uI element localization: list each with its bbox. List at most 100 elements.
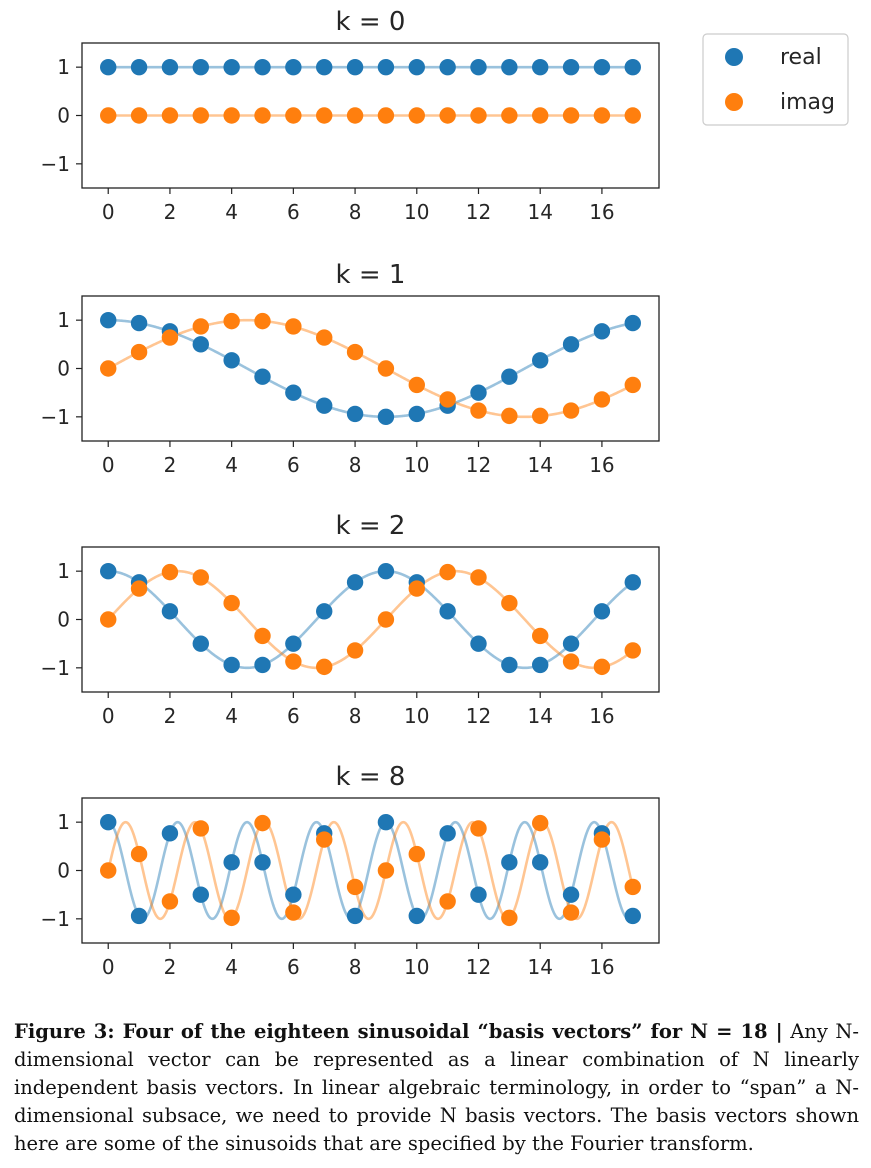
x-tick-label: 6 (287, 955, 300, 979)
point-real (470, 886, 487, 903)
point-real (562, 336, 580, 353)
axes-frame (81, 797, 660, 944)
x-tick-label: 4 (225, 955, 238, 979)
point-imag (562, 402, 580, 419)
x-tick-label: 8 (349, 200, 362, 224)
legend-marker-imag (725, 93, 743, 111)
y-tick-label: −1 (41, 656, 70, 680)
point-real (501, 58, 518, 76)
point-imag (501, 594, 518, 612)
y-tick-label: 1 (57, 308, 70, 332)
point-imag (316, 329, 333, 346)
point-real (130, 58, 148, 76)
x-tick-label: 0 (102, 955, 115, 979)
point-real (408, 58, 425, 76)
x-tick-label: 0 (102, 453, 115, 477)
x-tick-label: 16 (589, 200, 614, 224)
x-tick-label: 12 (466, 453, 491, 477)
x-tick-label: 0 (102, 200, 115, 224)
series-line-real (108, 318, 634, 419)
point-imag (316, 658, 333, 676)
point-imag (593, 658, 611, 676)
point-imag (223, 312, 240, 330)
point-imag (346, 878, 364, 896)
point-imag (192, 107, 209, 124)
figure-caption: Figure 3: Four of the eighteen sinusoida… (14, 1018, 859, 1158)
legend-label-imag: imag (780, 90, 835, 115)
x-tick-label: 14 (527, 704, 552, 728)
point-real (470, 58, 487, 76)
legend-marker-real (725, 48, 743, 66)
point-real (161, 58, 179, 76)
point-real (377, 408, 395, 426)
point-imag (408, 845, 425, 863)
point-real (624, 58, 641, 76)
point-real (192, 58, 209, 76)
point-real (285, 635, 302, 652)
point-real (254, 58, 271, 76)
panel-title: k = 8 (336, 762, 406, 792)
point-real (161, 825, 179, 842)
point-imag (470, 107, 487, 124)
point-imag (285, 653, 302, 670)
x-tick-label: 12 (466, 955, 491, 979)
point-real (439, 825, 456, 842)
point-real (346, 58, 364, 76)
point-imag (532, 814, 549, 832)
x-tick-label: 2 (164, 200, 177, 224)
point-imag (254, 312, 271, 330)
point-imag (161, 893, 179, 910)
x-tick-label: 6 (287, 453, 300, 477)
y-tick-label: 0 (57, 104, 70, 128)
point-imag (593, 391, 611, 408)
point-imag (192, 318, 209, 335)
point-real (439, 603, 456, 620)
point-real (192, 635, 209, 652)
series-line-real (108, 569, 634, 670)
x-tick-label: 10 (404, 200, 429, 224)
point-real (501, 368, 518, 385)
point-imag (501, 107, 518, 124)
point-real (501, 656, 518, 674)
point-real (470, 635, 487, 652)
point-imag (316, 107, 333, 124)
y-tick-label: 1 (57, 559, 70, 583)
point-imag (439, 391, 456, 408)
point-imag (346, 107, 364, 124)
point-imag (532, 627, 549, 645)
point-imag (532, 107, 549, 124)
point-real (624, 907, 641, 925)
point-imag (100, 611, 117, 628)
point-real (192, 886, 209, 903)
point-imag (408, 107, 425, 124)
point-imag (470, 820, 487, 837)
point-real (100, 311, 117, 329)
point-real (593, 323, 611, 340)
panel-title: k = 1 (336, 260, 406, 290)
point-imag (377, 107, 395, 124)
point-real (192, 336, 209, 353)
point-imag (439, 563, 456, 581)
series-line-real (108, 820, 634, 921)
x-tick-label: 8 (349, 955, 362, 979)
series-line-imag (107, 569, 634, 670)
point-real (285, 384, 302, 401)
y-tick-label: −1 (41, 907, 70, 931)
point-real (316, 603, 333, 620)
figure-chart: k = 010−10 2 4 6 8 10 12 14 16k = 110−10 2 4 6 8 10 12… (41, 7, 849, 979)
point-imag (130, 580, 148, 597)
y-tick-label: 1 (57, 810, 70, 834)
point-imag (223, 909, 240, 927)
point-real (501, 854, 518, 871)
point-imag (192, 820, 209, 837)
point-real (624, 574, 641, 591)
point-real (408, 405, 425, 423)
point-imag (254, 107, 271, 124)
y-tick-label: 1 (57, 55, 70, 79)
x-tick-label: 16 (589, 453, 614, 477)
point-real (439, 58, 456, 76)
point-imag (100, 862, 117, 879)
point-imag (254, 814, 271, 832)
point-real (377, 813, 395, 831)
series-line-imag (106, 820, 635, 921)
